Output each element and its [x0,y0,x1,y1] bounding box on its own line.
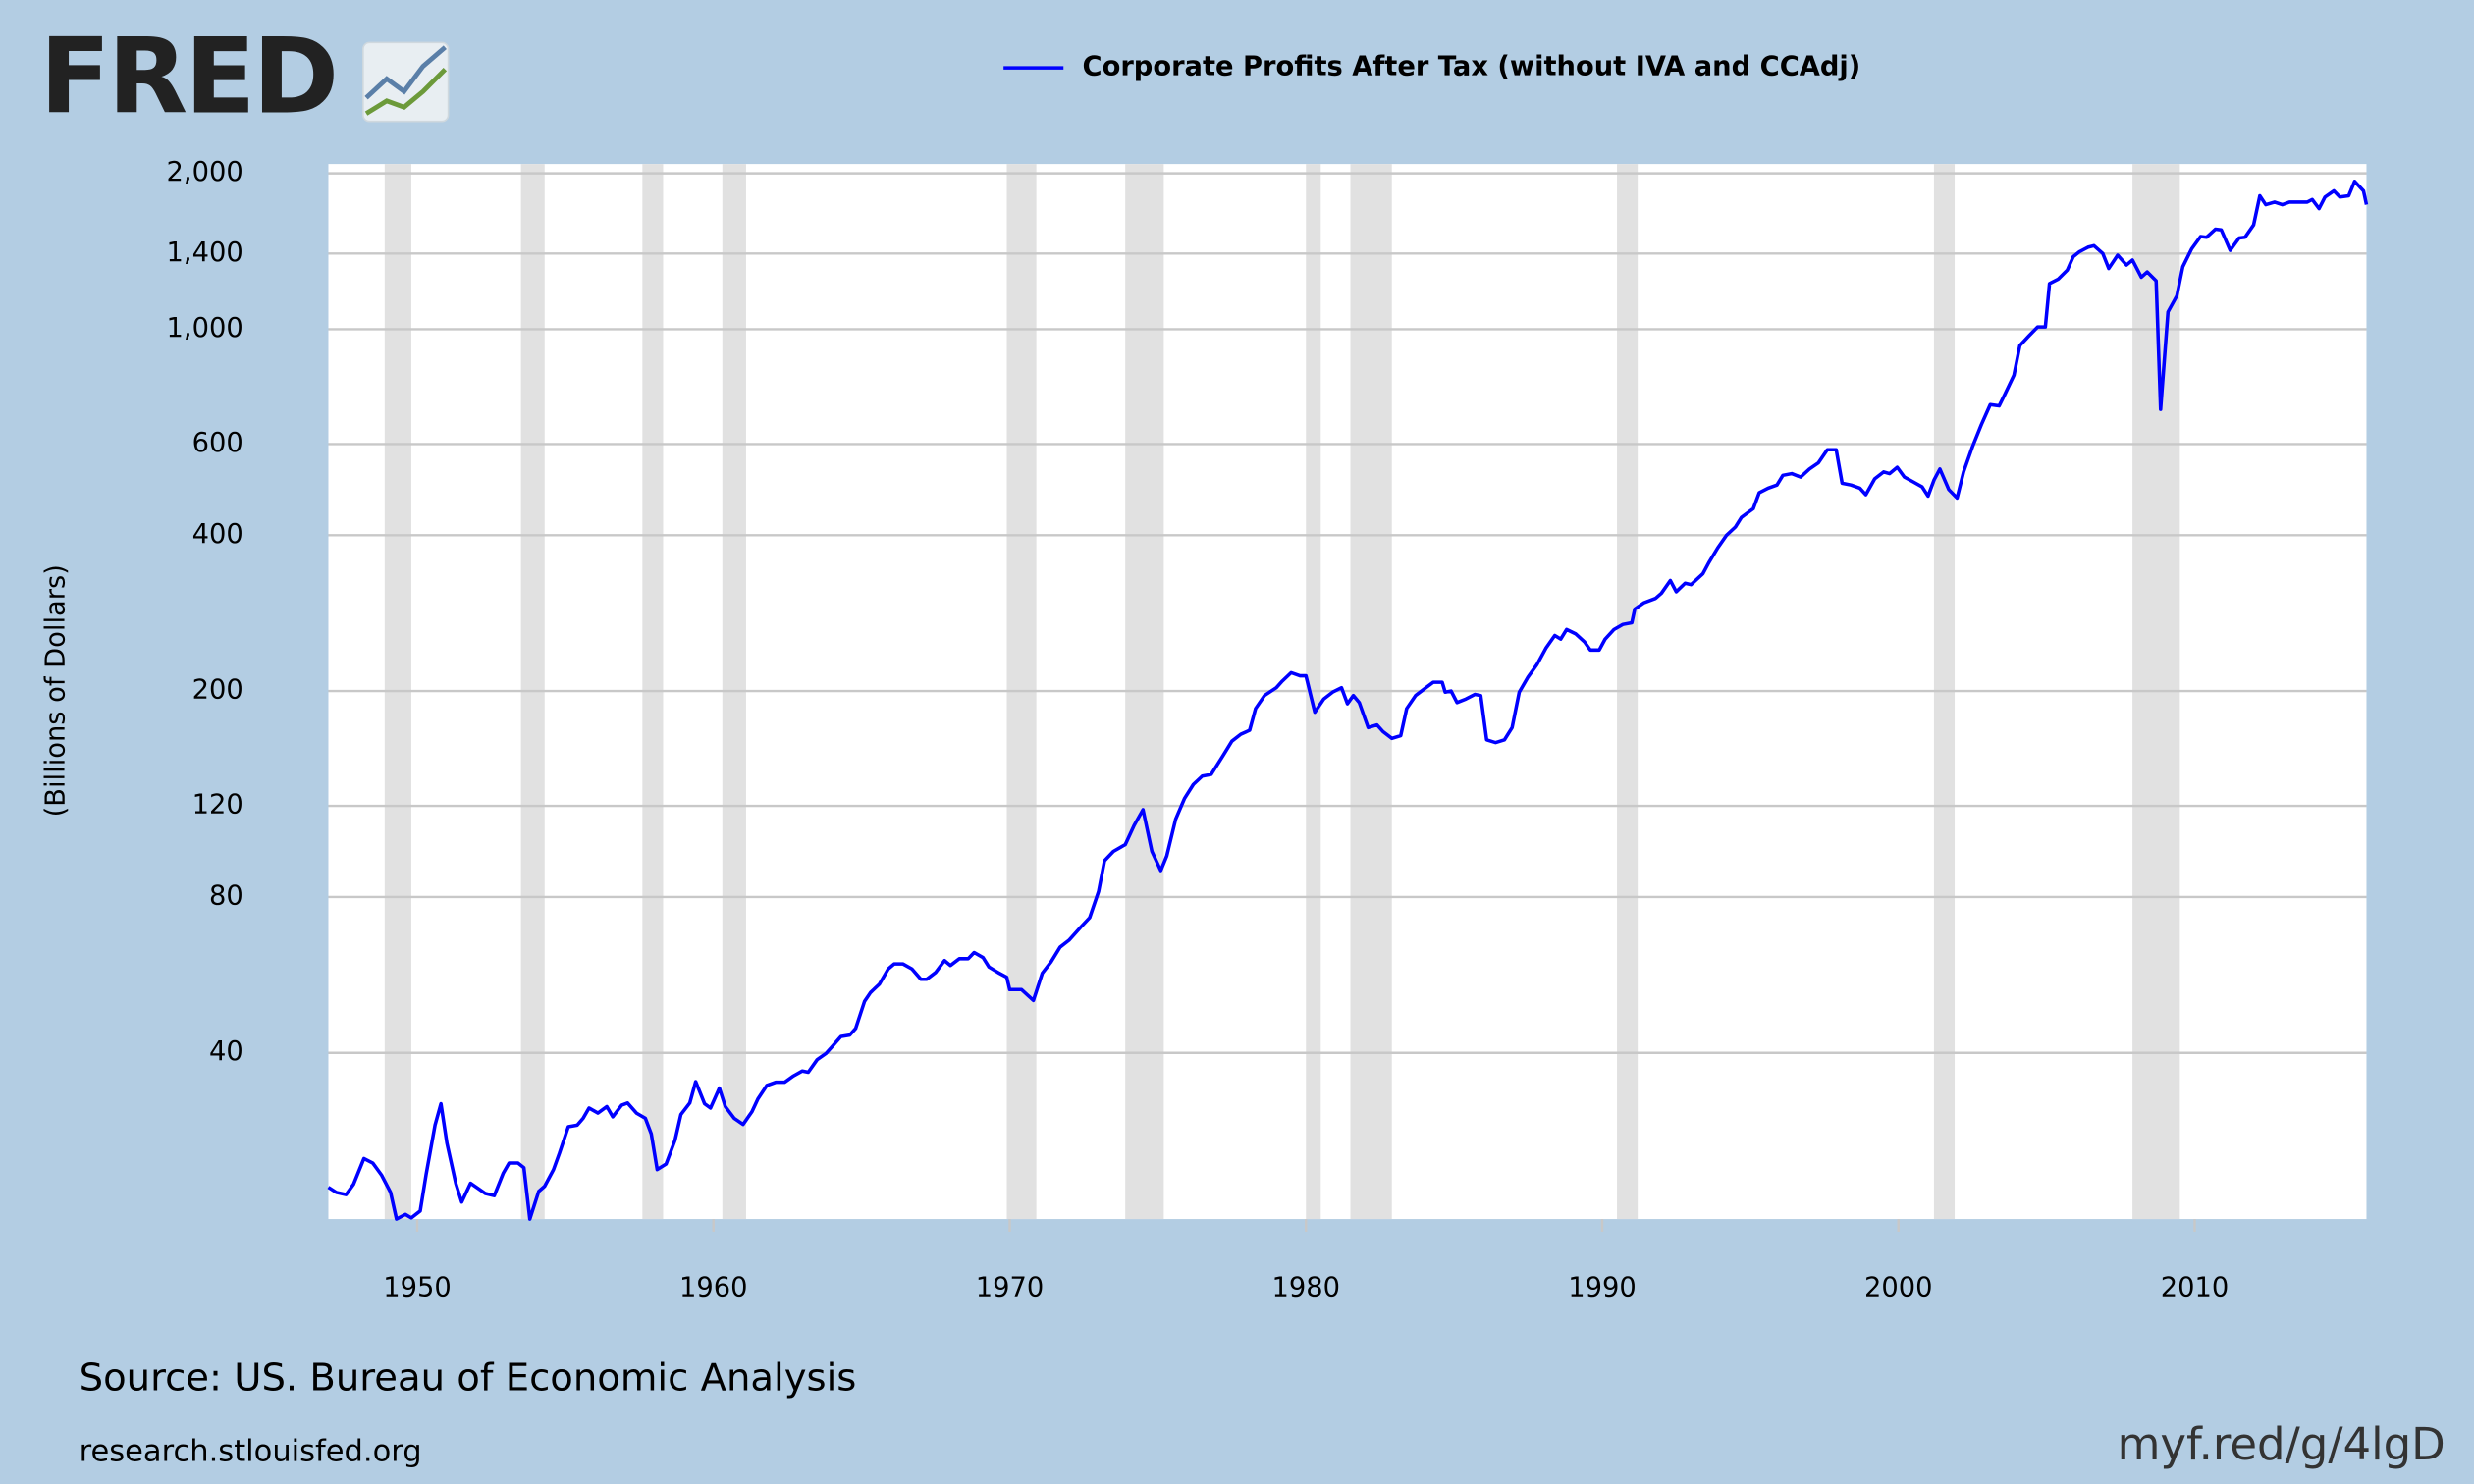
y-tick-label: 400 [192,519,243,550]
x-tick-label: 1980 [1271,1272,1339,1302]
legend-label: Corporate Profits After Tax (without IVA… [1083,52,1861,82]
y-tick-label: 600 [192,428,243,458]
x-tick-label: 1970 [976,1272,1044,1302]
y-tick-label: 1,000 [167,313,243,344]
logo-icon [362,41,450,123]
x-tick-label: 1950 [383,1272,451,1302]
y-tick-label: 200 [192,675,243,706]
series-line [327,180,2369,1221]
logo: FRED [39,17,336,137]
x-tick-label: 1960 [679,1272,747,1302]
y-tick-label: 40 [209,1036,243,1067]
source: Source: US. Bureau of Economic Analysis [80,1355,857,1400]
short-link: myf.red/g/4lgD [2118,1418,2446,1470]
x-tick-label: 2010 [2161,1272,2229,1302]
y-axis-label: (Billions of Dollars) [41,564,72,817]
y-tick-label: 1,400 [167,238,243,268]
site: research.stlouisfed.org [80,1434,422,1468]
x-tick-label: 2000 [1864,1272,1932,1302]
y-tick-label: 80 [209,880,243,911]
x-tick-label: 1990 [1568,1272,1636,1302]
y-tick-label: 120 [192,790,243,821]
y-tick-label: 2,000 [167,157,243,187]
